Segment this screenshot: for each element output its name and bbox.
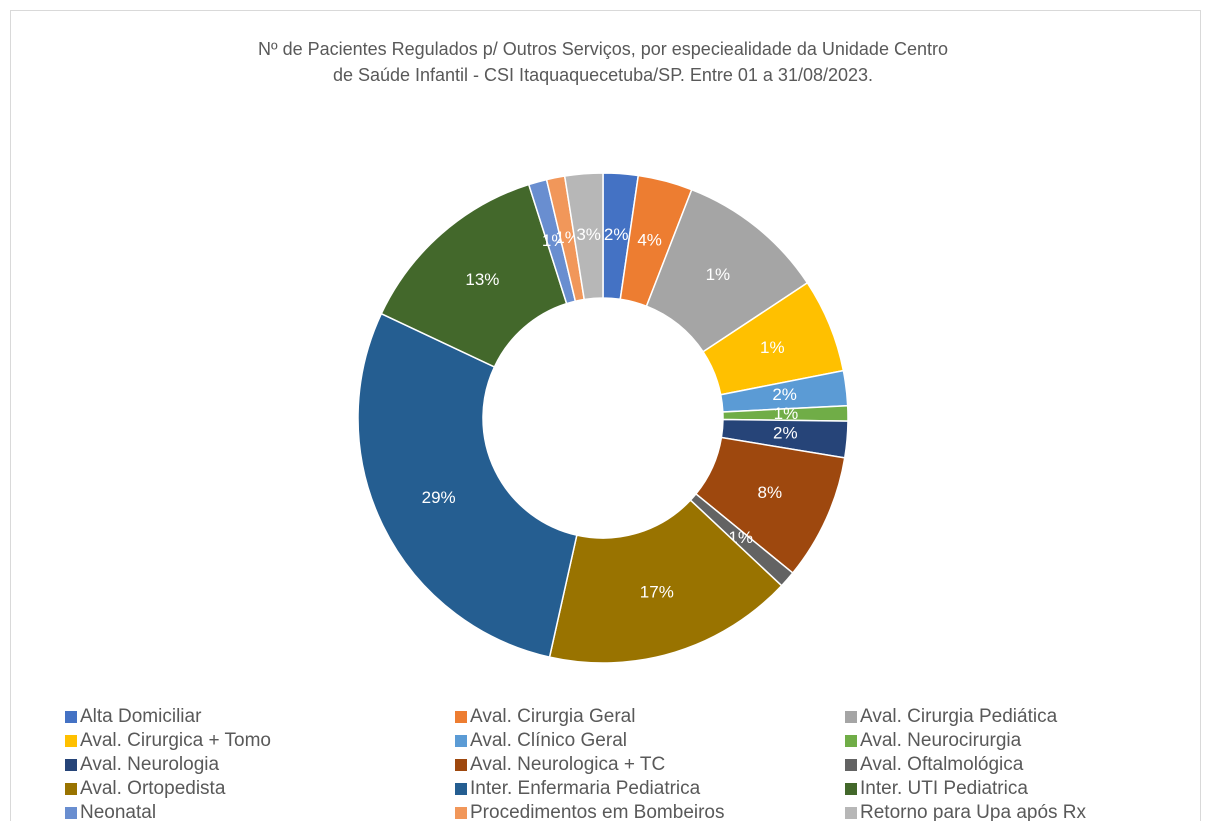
legend-swatch	[65, 807, 77, 819]
data-label: 1%	[706, 265, 731, 284]
data-label: 4%	[637, 231, 662, 250]
data-label: 1%	[774, 404, 799, 423]
legend-label: Aval. Neurologia	[80, 754, 220, 775]
chart-title: Nº de Pacientes Regulados p/ Outros Serv…	[258, 39, 948, 59]
data-label: 13%	[465, 270, 499, 289]
data-label: 2%	[773, 424, 798, 443]
legend-label: Aval. Clínico Geral	[470, 730, 627, 751]
legend-swatch	[65, 759, 77, 771]
legend-swatch	[455, 807, 467, 819]
legend-swatch	[455, 711, 467, 723]
data-label: 2%	[604, 225, 629, 244]
legend-swatch	[455, 735, 467, 747]
donut-slice	[548, 499, 783, 664]
legend-label: Inter. UTI Pediatrica	[860, 778, 1028, 799]
legend-swatch	[845, 735, 857, 747]
donut-slice	[357, 312, 578, 658]
chart-frame	[10, 10, 1201, 826]
legend-label: Aval. Ortopedista	[80, 778, 226, 799]
data-label: 3%	[576, 225, 601, 244]
legend-swatch	[455, 783, 467, 795]
legend-label: Aval. Neurocirurgia	[860, 730, 1022, 751]
legend-swatch	[845, 759, 857, 771]
legend-label: Aval. Cirurgia Geral	[470, 706, 635, 727]
legend-label: Aval. Cirurgia Pediática	[860, 706, 1058, 727]
legend-swatch	[845, 711, 857, 723]
donut-slice	[380, 183, 568, 368]
legend-swatch	[65, 783, 77, 795]
data-label: 2%	[772, 385, 797, 404]
legend-swatch	[845, 783, 857, 795]
legend-label: Procedimentos em Bombeiros	[470, 802, 725, 821]
data-label: 8%	[757, 483, 782, 502]
legend-label: Alta Domiciliar	[80, 706, 202, 727]
legend-swatch	[65, 735, 77, 747]
legend-label: Retorno para Upa após Rx	[860, 802, 1087, 821]
legend-swatch	[845, 807, 857, 819]
legend-label: Aval. Neurologica + TC	[470, 754, 665, 775]
chart-title: de Saúde Infantil - CSI Itaquaquecetuba/…	[333, 65, 873, 85]
legend-label: Aval. Cirurgica + Tomo	[80, 730, 271, 751]
legend-swatch	[455, 759, 467, 771]
data-label: 1%	[760, 338, 785, 357]
legend-label: Inter. Enfermaria Pediatrica	[470, 778, 701, 799]
donut-slice	[563, 172, 604, 301]
legend-swatch	[65, 711, 77, 723]
legend-label: Neonatal	[80, 802, 156, 821]
data-label: 17%	[640, 582, 674, 601]
legend-label: Aval. Oftalmológica	[860, 754, 1024, 775]
data-label: 29%	[422, 488, 456, 507]
